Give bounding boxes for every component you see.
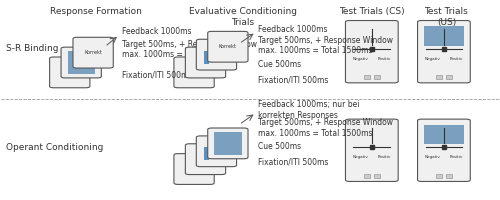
Text: Cue 500ms: Cue 500ms — [258, 142, 302, 151]
Text: Negativ: Negativ — [352, 155, 368, 159]
Text: Negativ: Negativ — [424, 57, 440, 61]
Text: Target 500ms, + Response Window
max. 1000ms = Total 1500ms: Target 500ms, + Response Window max. 100… — [258, 118, 394, 138]
Text: Fixation/ITI 500ms: Fixation/ITI 500ms — [258, 75, 329, 84]
Text: Feedback 1000ms: Feedback 1000ms — [258, 25, 328, 34]
FancyBboxPatch shape — [186, 144, 226, 175]
Text: Negativ: Negativ — [424, 155, 440, 159]
FancyBboxPatch shape — [196, 136, 236, 167]
Text: Feedback 1000ms; nur bei
korrekten Responses: Feedback 1000ms; nur bei korrekten Respo… — [258, 100, 360, 120]
FancyBboxPatch shape — [73, 37, 114, 68]
Bar — [374, 174, 380, 178]
Text: Positiv: Positiv — [378, 155, 391, 159]
FancyBboxPatch shape — [208, 128, 248, 159]
Text: Positiv: Positiv — [378, 57, 391, 61]
Text: Positiv: Positiv — [450, 57, 464, 61]
Text: Korrekt: Korrekt — [219, 44, 237, 49]
Text: Response Formation: Response Formation — [50, 7, 142, 16]
FancyBboxPatch shape — [61, 47, 102, 78]
Text: Test Trials (CS): Test Trials (CS) — [339, 7, 404, 16]
Bar — [436, 75, 442, 79]
Bar — [204, 147, 209, 160]
Bar — [446, 75, 452, 79]
Bar — [436, 174, 442, 178]
FancyBboxPatch shape — [186, 47, 226, 78]
Bar — [374, 75, 380, 79]
Bar — [214, 132, 242, 155]
FancyBboxPatch shape — [174, 154, 214, 184]
Text: Target 500ms, + Response Window
max. 1000ms = Total 1500ms: Target 500ms, + Response Window max. 100… — [258, 36, 394, 55]
Bar — [446, 174, 452, 178]
Text: Operant Conditioning: Operant Conditioning — [6, 143, 103, 152]
Text: Negativ: Negativ — [352, 57, 368, 61]
Text: Positiv: Positiv — [450, 155, 464, 159]
FancyBboxPatch shape — [208, 31, 248, 62]
Bar — [364, 75, 370, 79]
FancyBboxPatch shape — [174, 57, 214, 88]
FancyBboxPatch shape — [50, 57, 90, 88]
Bar — [364, 174, 370, 178]
Bar — [68, 51, 95, 74]
FancyBboxPatch shape — [346, 21, 398, 83]
Text: Korrekt: Korrekt — [84, 50, 102, 55]
Bar — [204, 51, 209, 64]
Text: Feedback 1000ms: Feedback 1000ms — [122, 27, 191, 36]
Text: Evaluative Conditioning
Trials: Evaluative Conditioning Trials — [188, 7, 296, 27]
Text: Test Trials
(US): Test Trials (US) — [424, 7, 469, 27]
FancyBboxPatch shape — [346, 119, 398, 181]
Text: S-R Binding: S-R Binding — [6, 44, 59, 53]
Text: Target 500ms, + Response Window
max. 1000ms = Total 1500ms: Target 500ms, + Response Window max. 100… — [122, 40, 256, 59]
Text: Cue 500ms: Cue 500ms — [258, 60, 302, 69]
FancyBboxPatch shape — [418, 21, 470, 83]
Text: Fixation/ITI 500ms: Fixation/ITI 500ms — [122, 71, 192, 80]
Bar — [424, 125, 464, 144]
FancyBboxPatch shape — [196, 39, 236, 70]
Bar — [424, 26, 464, 46]
FancyBboxPatch shape — [418, 119, 470, 181]
Text: Fixation/ITI 500ms: Fixation/ITI 500ms — [258, 158, 329, 167]
